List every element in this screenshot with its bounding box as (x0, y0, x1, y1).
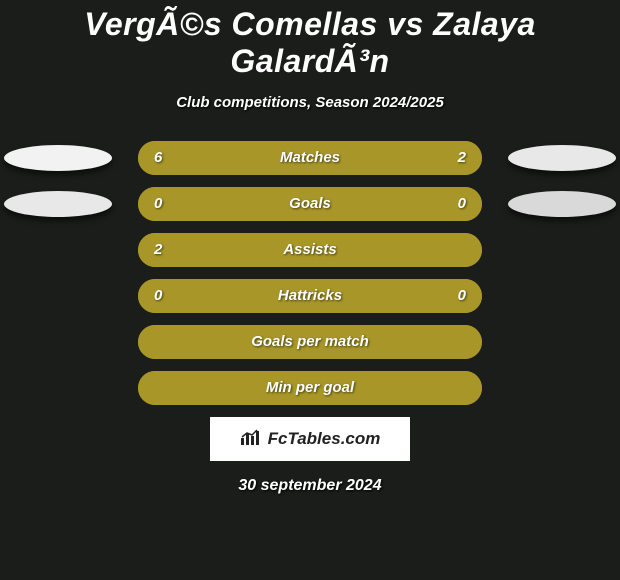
player-right-oval (508, 191, 616, 217)
date-label: 30 september 2024 (0, 477, 620, 495)
subtitle: Club competitions, Season 2024/2025 (0, 94, 620, 111)
player-right-oval (508, 145, 616, 171)
stat-label: Goals (138, 187, 482, 221)
stat-label: Assists (138, 233, 482, 267)
logo-box: FcTables.com (210, 417, 410, 461)
stat-label: Hattricks (138, 279, 482, 313)
logo-text: FcTables.com (268, 429, 381, 449)
stat-row: 2Assists (0, 233, 620, 267)
page-title: VergÃ©s Comellas vs Zalaya GalardÃ³n (0, 0, 620, 80)
stat-row: Min per goal (0, 371, 620, 405)
stat-row: 00Hattricks (0, 279, 620, 313)
stat-label: Min per goal (138, 371, 482, 405)
stat-row: 00Goals (0, 187, 620, 221)
stat-row: 62Matches (0, 141, 620, 175)
stat-row: Goals per match (0, 325, 620, 359)
stat-label: Goals per match (138, 325, 482, 359)
player-left-oval (4, 191, 112, 217)
player-left-oval (4, 145, 112, 171)
stat-label: Matches (138, 141, 482, 175)
chart-icon (240, 428, 262, 451)
stats-container: 62Matches 00Goals 2Assists 00Hattricks Goals… (0, 141, 620, 405)
